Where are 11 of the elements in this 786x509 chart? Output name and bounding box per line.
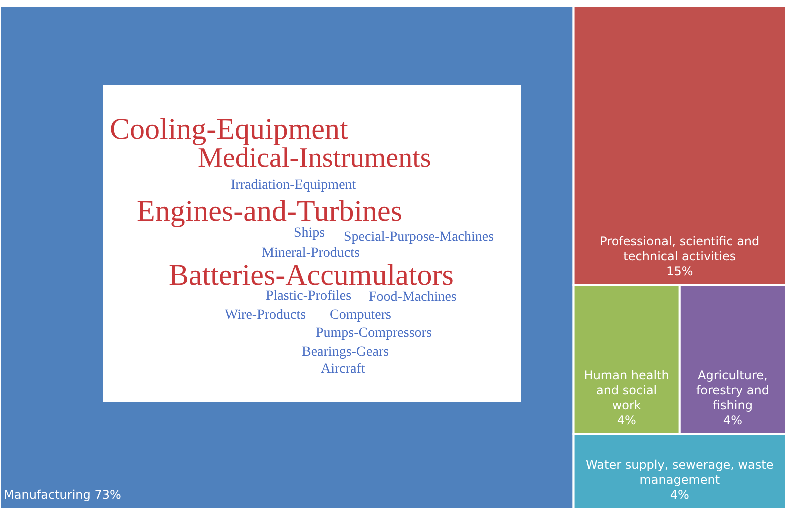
word-cloud-panel: Cooling-Equipment Medical-Instruments Irradiation-Equipment Engines-and-Turbines Ships Special-Purpose-Machines Mineral-Products Batteries-Accumulators Plastic-Profiles Food-Machines Wire-Products Computers Pumps-Compressors Bearings-Gears Aircraft: [103, 85, 521, 402]
data-label: 4%: [723, 413, 742, 428]
category-label: Human health and social work: [584, 368, 670, 412]
data-label: 15%: [666, 264, 694, 278]
category-label: Water supply, sewerage, waste management: [586, 458, 774, 487]
category-label: Professional, scientific and technical activities: [600, 234, 760, 264]
data-label: 4%: [617, 413, 636, 428]
data-label: 4%: [670, 488, 690, 502]
category-label: Agriculture, forestry and fishing: [696, 368, 770, 412]
data-label: 73%: [94, 488, 122, 502]
category-label: Manufacturing: [4, 488, 91, 502]
